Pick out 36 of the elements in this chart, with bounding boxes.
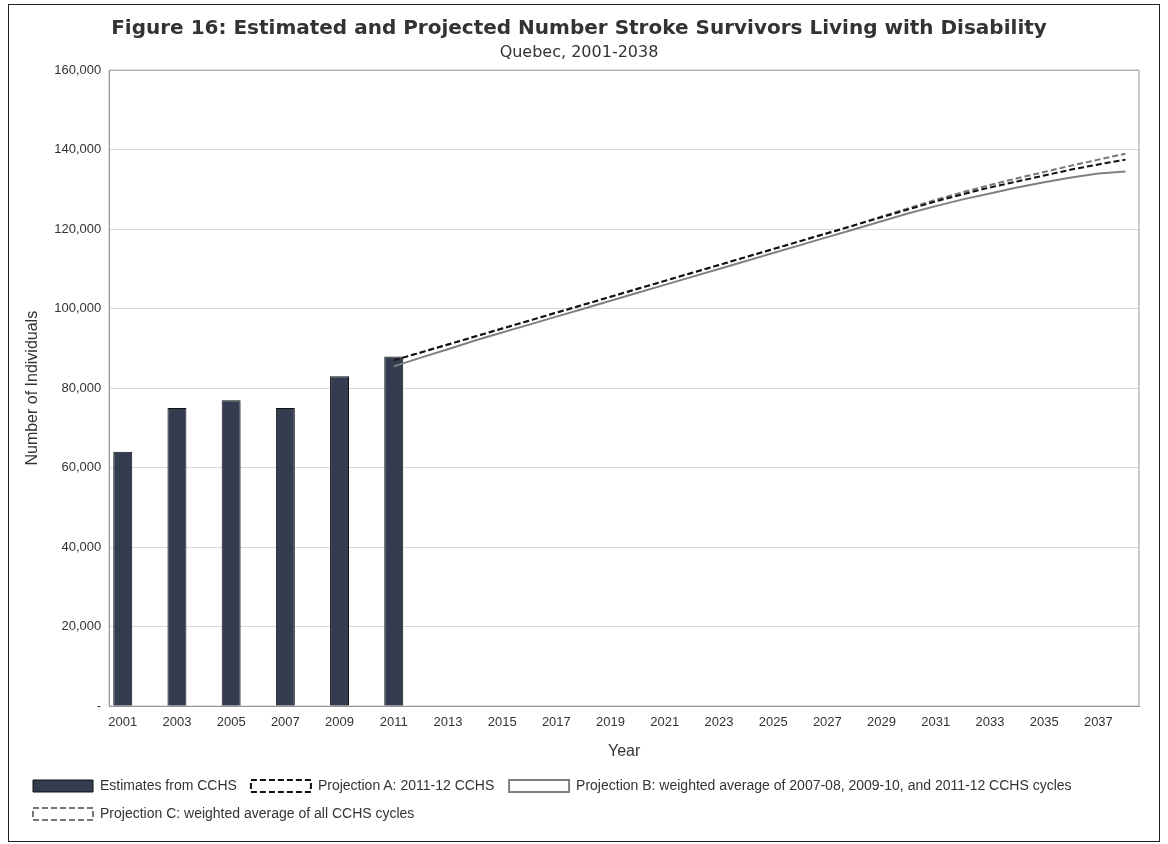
x-tick-label: 2033	[975, 713, 1005, 729]
x-tick-label: 2001	[108, 713, 138, 729]
y-tick-label: -	[96, 697, 102, 713]
x-tick-label: 2029	[867, 713, 897, 729]
legend-label: Projection A: 2011-12 CCHS	[317, 776, 495, 793]
x-tick-label: 2015	[487, 713, 517, 729]
x-tick-label: 2011	[379, 713, 408, 729]
y-tick-label: 120,000	[54, 220, 102, 236]
y-tick-label: 140,000	[54, 141, 102, 157]
x-tick-label: 2005	[216, 713, 246, 729]
x-tick-label: 2003	[162, 713, 192, 729]
x-tick-label: 2021	[650, 713, 680, 729]
y-axis-title: Number of Individuals	[23, 310, 41, 466]
x-tick-label: 2025	[758, 713, 788, 729]
x-tick-label: 2009	[325, 713, 354, 729]
y-tick-label: 160,000	[54, 61, 102, 77]
x-tick-label: 2023	[704, 713, 734, 729]
legend-label: Projection B: weighted average of 2007-08, 2009-10, and 2011-12 CCHS cycles	[576, 776, 1072, 793]
x-tick-label: 2013	[433, 713, 463, 729]
legend-label: Projection C: weighted average of all CCHS cycles	[100, 804, 415, 821]
legend-label: Estimates from CCHS	[100, 776, 237, 793]
y-tick-label: 100,000	[54, 300, 102, 316]
x-axis-title: Year	[607, 741, 641, 759]
x-tick-label: 2031	[921, 713, 951, 729]
y-tick-label: 40,000	[61, 538, 102, 554]
y-tick-label: 60,000	[61, 459, 102, 475]
x-tick-label: 2019	[596, 713, 626, 729]
chart-title: Figure 16: Estimated and Projected Number Stroke Survivors Living with Disability	[111, 15, 1047, 40]
chart-subtitle: Quebec, 2001-2038	[499, 41, 659, 61]
x-tick-label: 2007	[270, 713, 300, 729]
y-tick-label: 80,000	[61, 379, 102, 395]
x-tick-label: 2037	[1083, 713, 1113, 729]
x-tick-label: 2017	[541, 713, 571, 729]
y-tick-label: 20,000	[61, 618, 102, 634]
x-tick-label: 2027	[812, 713, 842, 729]
x-tick-label: 2035	[1029, 713, 1059, 729]
